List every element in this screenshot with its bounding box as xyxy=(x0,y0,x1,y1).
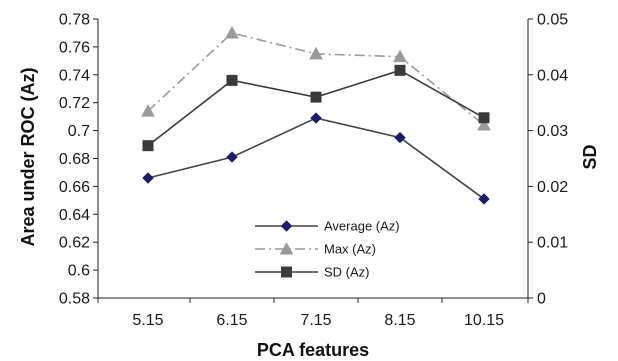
legend-marker xyxy=(281,266,292,278)
x-axis-title: PCA features xyxy=(257,340,369,360)
y-right-tick-label: 0 xyxy=(537,291,546,308)
y-tick-label: 0.68 xyxy=(59,151,90,168)
x-tick-label: 8.15 xyxy=(384,312,415,329)
x-tick-label: 5.15 xyxy=(132,312,163,329)
y-right-tick-label: 0.05 xyxy=(537,12,568,29)
data-point xyxy=(393,49,407,63)
y-tick-label: 0.64 xyxy=(59,207,90,224)
y-tick-label: 0.7 xyxy=(68,123,90,140)
data-point xyxy=(142,140,154,152)
data-point xyxy=(309,46,323,60)
data-point xyxy=(225,25,239,39)
legend-marker xyxy=(280,220,293,232)
data-point xyxy=(310,91,322,103)
y-axis-right-title: SD xyxy=(580,144,600,169)
x-tick-label: 7.15 xyxy=(300,312,331,329)
y-tick-label: 0.74 xyxy=(59,67,90,84)
y-tick-label: 0.76 xyxy=(59,39,90,56)
legend-item: SD (Az) xyxy=(255,265,370,280)
data-point xyxy=(226,151,238,163)
series-layer xyxy=(141,25,491,205)
series-triangle xyxy=(141,25,491,131)
data-point xyxy=(226,74,238,86)
y-right-tick-label: 0.01 xyxy=(537,235,568,252)
axes: 0.58 0.6 0.62 0.64 0.66 0.68 0.7 0.72 0.74 0.76 0.… xyxy=(59,12,568,330)
legend: Average (Az) Max (Az) SD (Az) xyxy=(255,219,400,280)
y-tick-label: 0.62 xyxy=(59,235,90,252)
data-point xyxy=(310,112,322,124)
x-tick-label: 6.15 xyxy=(216,312,247,329)
y-tick-label: 0.78 xyxy=(59,12,90,29)
data-point xyxy=(394,64,406,76)
series-line xyxy=(147,69,485,147)
data-point xyxy=(478,112,490,124)
legend-item: Max (Az) xyxy=(255,242,376,257)
legend-marker xyxy=(279,241,294,255)
legend-label: SD (Az) xyxy=(324,265,370,280)
series-diamond xyxy=(142,112,490,205)
y-right-tick-label: 0.03 xyxy=(537,123,568,140)
data-point xyxy=(142,172,154,184)
y-tick-label: 0.6 xyxy=(68,263,90,280)
series-line xyxy=(147,32,485,126)
data-point xyxy=(478,193,490,205)
series-line xyxy=(147,117,485,200)
legend-label: Max (Az) xyxy=(324,242,376,257)
y-right-tick-label: 0.04 xyxy=(537,67,568,84)
data-point xyxy=(394,131,406,144)
data-point xyxy=(141,104,155,117)
y-tick-label: 0.72 xyxy=(59,95,90,112)
x-tick-label: 10.15 xyxy=(464,312,504,329)
series-square xyxy=(142,64,490,152)
legend-label: Average (Az) xyxy=(324,219,400,234)
y-right-tick-label: 0.02 xyxy=(537,179,568,196)
data-point xyxy=(477,117,491,131)
legend-item: Average (Az) xyxy=(255,219,400,234)
y-tick-label: 0.66 xyxy=(59,179,90,196)
y-tick-label: 0.58 xyxy=(59,291,90,308)
y-axis-title: Area under ROC (Az) xyxy=(18,67,38,246)
